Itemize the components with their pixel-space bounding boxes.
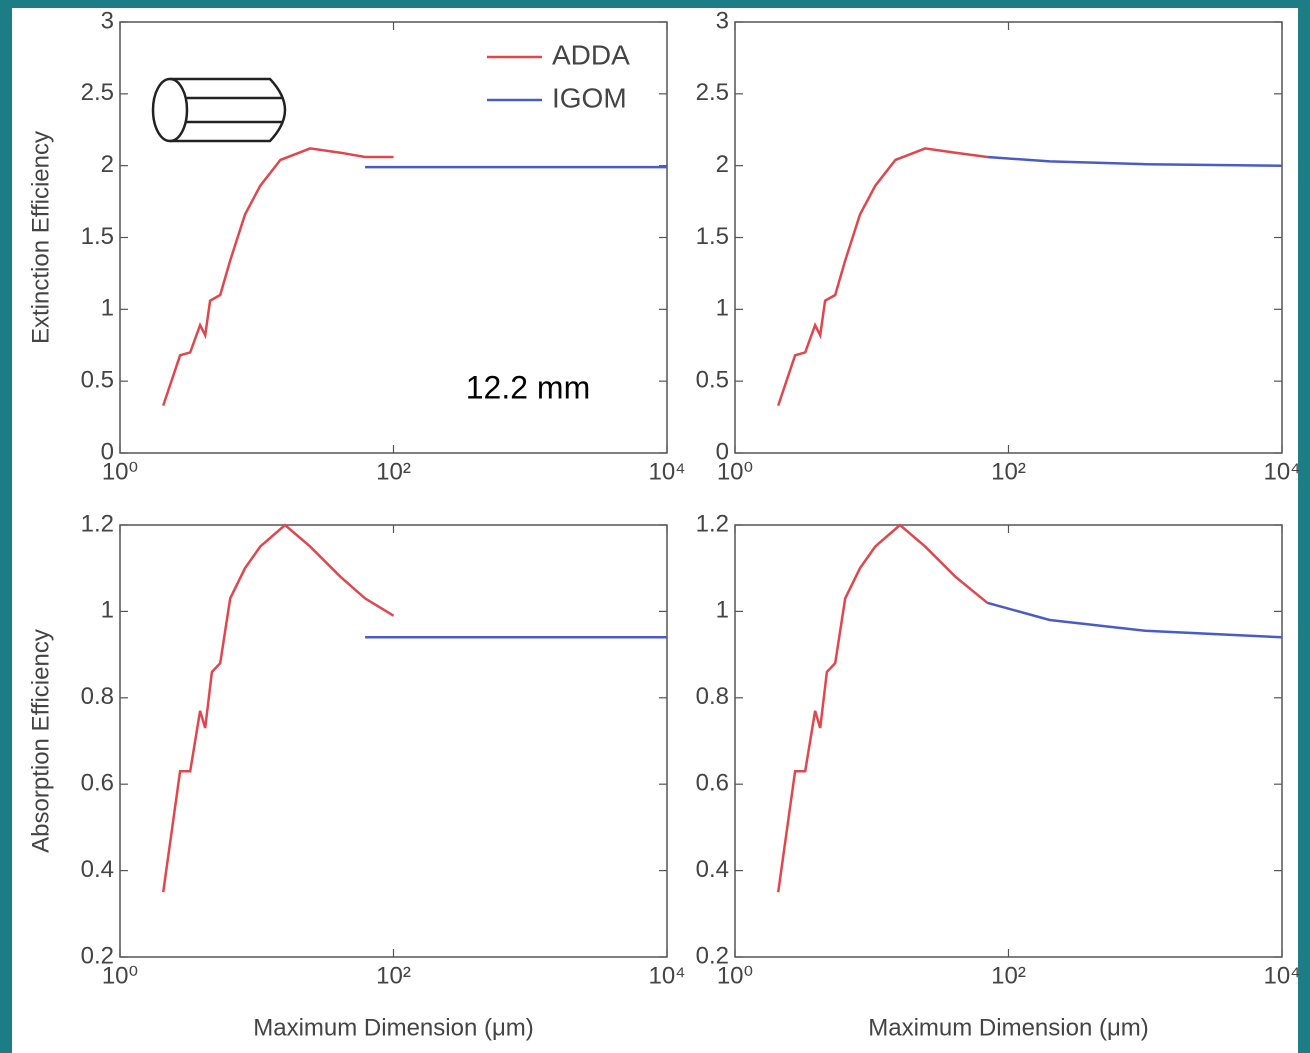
y-axis-label: Extinction Efficiency bbox=[27, 131, 54, 344]
y-tick-label: 0.6 bbox=[696, 770, 729, 797]
y-tick-label: 2.5 bbox=[696, 79, 729, 106]
y-tick-label: 1 bbox=[101, 295, 114, 322]
y-tick-label: 0.4 bbox=[81, 856, 114, 883]
x-tick-label: 10⁴ bbox=[1263, 458, 1300, 485]
y-tick-label: 1 bbox=[716, 597, 729, 624]
y-tick-label: 0.6 bbox=[81, 770, 114, 797]
cylinder-icon bbox=[151, 77, 287, 143]
data-line bbox=[776, 523, 989, 893]
axes-frame bbox=[119, 524, 668, 958]
x-tick-label: 10⁰ bbox=[717, 458, 753, 485]
x-tick-label: 10² bbox=[376, 962, 411, 989]
y-tick-label: 0.5 bbox=[696, 367, 729, 394]
y-tick-label: 0.2 bbox=[696, 942, 729, 969]
x-tick-label: 10⁰ bbox=[717, 962, 753, 989]
axes-frame bbox=[734, 524, 1283, 958]
y-tick-label: 0.4 bbox=[696, 856, 729, 883]
y-tick-label: 3 bbox=[716, 7, 729, 34]
y-tick-label: 3 bbox=[101, 7, 114, 34]
y-tick-label: 0.5 bbox=[81, 367, 114, 394]
data-line bbox=[777, 147, 988, 406]
y-tick-label: 1 bbox=[716, 295, 729, 322]
legend-label: IGOM bbox=[552, 82, 627, 113]
y-tick-label: 1 bbox=[101, 597, 114, 624]
x-tick-label: 10⁰ bbox=[102, 962, 138, 989]
y-tick-label: 0 bbox=[716, 438, 729, 465]
y-tick-label: 1.5 bbox=[696, 223, 729, 250]
figure-background bbox=[12, 8, 1298, 1053]
data-line bbox=[987, 155, 1283, 167]
x-axis-label: Maximum Dimension (μm) bbox=[868, 1014, 1149, 1041]
legend-label: ADDA bbox=[552, 39, 630, 70]
annotation: 12.2 mm bbox=[466, 369, 590, 405]
y-tick-label: 1.2 bbox=[696, 510, 729, 537]
y-tick-label: 1.2 bbox=[81, 510, 114, 537]
x-tick-label: 10⁴ bbox=[648, 458, 685, 485]
data-line bbox=[986, 601, 1283, 639]
y-tick-label: 0.2 bbox=[81, 942, 114, 969]
y-tick-label: 0.8 bbox=[81, 683, 114, 710]
x-tick-label: 10⁴ bbox=[1263, 962, 1300, 989]
y-tick-label: 0 bbox=[101, 438, 114, 465]
data-line bbox=[162, 147, 394, 406]
x-tick-label: 10² bbox=[991, 458, 1026, 485]
x-tick-label: 10² bbox=[376, 458, 411, 485]
y-tick-label: 1.5 bbox=[81, 223, 114, 250]
axes-frame bbox=[734, 21, 1283, 454]
x-tick-label: 10² bbox=[991, 962, 1026, 989]
x-tick-label: 10⁰ bbox=[102, 458, 138, 485]
y-tick-label: 2 bbox=[716, 151, 729, 178]
y-axis-label: Absorption Efficiency bbox=[27, 629, 54, 853]
y-tick-label: 2.5 bbox=[81, 79, 114, 106]
data-line bbox=[161, 523, 395, 893]
x-tick-label: 10⁴ bbox=[648, 962, 685, 989]
x-axis-label: Maximum Dimension (μm) bbox=[253, 1014, 534, 1041]
y-tick-label: 2 bbox=[101, 151, 114, 178]
y-tick-label: 0.8 bbox=[696, 683, 729, 710]
